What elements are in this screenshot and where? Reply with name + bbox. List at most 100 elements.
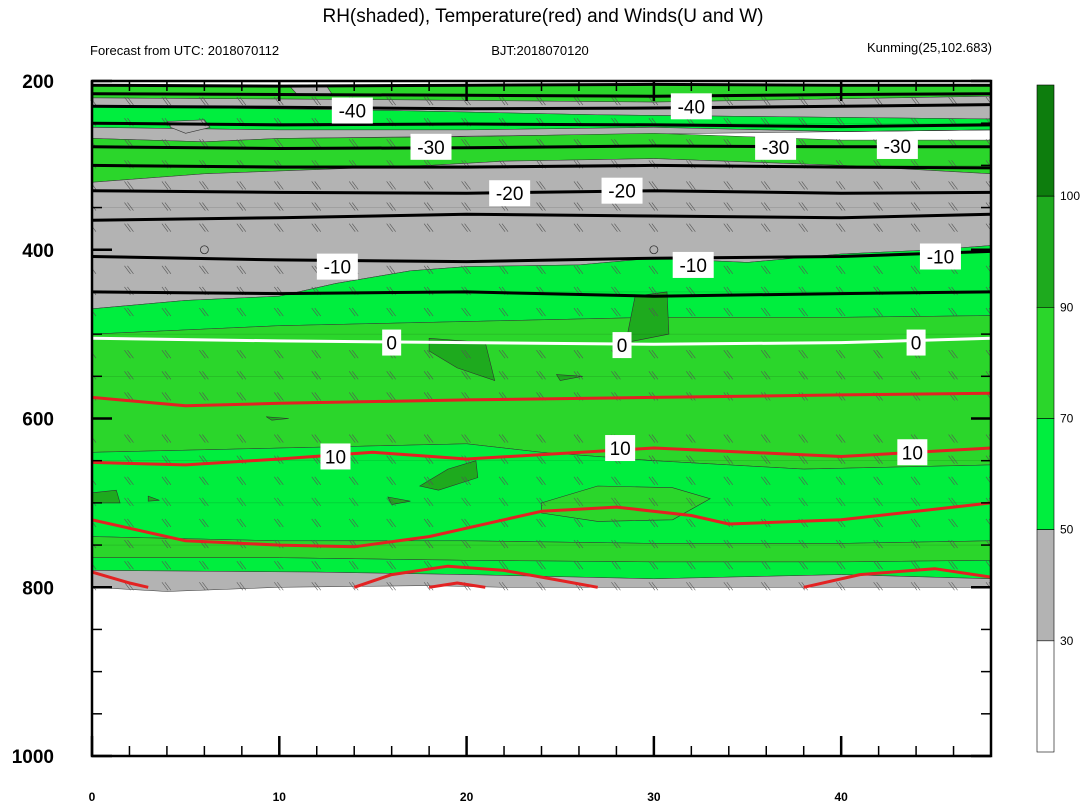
wind-barb [348,202,356,211]
wind-barb [648,286,656,296]
wind-barb [164,518,172,528]
wind-barb [239,518,247,528]
wind-barb [498,582,506,591]
wind-barb [576,560,584,570]
wind-barb [689,560,696,570]
wind-barb [311,434,318,443]
wind-barb [876,202,883,211]
wind-barb [913,518,921,528]
wind-barb [576,265,584,275]
wind-barb [689,202,696,211]
wind-barb [124,497,131,507]
wind-barb [648,350,656,359]
wind-barb [873,476,880,485]
wind-barb [838,434,846,443]
colorbar-box [1036,529,1055,642]
contour-label-box [919,243,961,270]
wind-barb [351,518,359,528]
wind-barb [277,202,284,211]
wind-barb [686,307,693,317]
wind-barb [573,434,581,443]
wind-barb [498,96,506,106]
wind-barb [838,497,846,507]
wind-barb [199,560,206,570]
wind-barb [426,539,434,549]
wind-barb [124,96,131,106]
wind-barb [202,476,209,485]
wind-barb [202,265,209,275]
wind-barb [913,202,921,211]
wind-barb [498,265,506,275]
contour-label: -40 [339,102,366,123]
wind-barb [611,582,618,591]
contour-label: 0 [911,334,922,355]
wind-barb [651,497,659,507]
wind-barb [686,560,693,570]
wind-barb [127,96,134,106]
wind-barb [164,96,172,106]
wind-barb [835,96,843,106]
contour-label-box [410,133,452,160]
wind-barb [611,497,618,507]
wind-barb [161,476,169,485]
wind-barb [239,582,247,591]
wind-barb [199,497,206,507]
wind-barb [386,139,393,148]
wind-barb [614,307,621,317]
wind-barb [314,139,321,148]
wind-barb [876,96,883,106]
wind-barb [536,223,543,232]
wind-barb [277,265,284,275]
isotherm-line [92,446,991,467]
wind-barb [348,307,356,317]
wind-barb [124,518,131,528]
colorbar: 100 90 70 50 30 [1036,84,1080,753]
rh-patch [92,489,121,504]
wind-barb [536,350,543,359]
wind-barb [764,223,771,232]
wind-barb [761,350,768,359]
wind-barb [274,392,281,401]
wind-barb [348,350,356,359]
wind-barb [348,139,356,148]
wind-barb [277,560,284,570]
wind-barb [423,392,431,401]
wind-barb [536,307,543,317]
wind-barb [124,371,131,380]
wind-barb [838,582,846,591]
wind-barb [873,497,880,507]
wind-barb [386,223,393,232]
wind-barb [686,582,693,591]
wind-barb [277,307,284,317]
wind-barb [761,582,768,591]
wind-barb [948,539,955,549]
wind-barb [651,560,659,570]
wind-barb [239,392,247,401]
wind-barb [985,223,991,231]
wind-barb [536,476,543,485]
wind-barb [576,350,584,359]
x-tick-label: 10 [273,790,287,804]
contour-label: -20 [608,182,635,203]
wind-barb [873,181,880,190]
wind-barb [913,582,921,591]
wind-barb [910,476,918,485]
wind-barb [464,223,471,232]
wind-barb [127,392,134,401]
wind-barb [651,582,659,591]
wind-barb [164,455,172,464]
wind-barb [426,434,434,443]
wind-barb [648,476,656,485]
wind-barb [461,518,468,528]
wind-barb [651,265,659,275]
wind-barb [723,476,731,485]
wind-barb [948,476,955,485]
wind-barb [164,582,172,591]
wind-barb [539,202,546,211]
wind-barb [873,582,880,591]
wind-barb [726,286,734,296]
wind-barb [539,96,546,106]
wind-barb [389,96,396,106]
wind-barb [985,160,991,168]
wind-barb [311,202,318,211]
